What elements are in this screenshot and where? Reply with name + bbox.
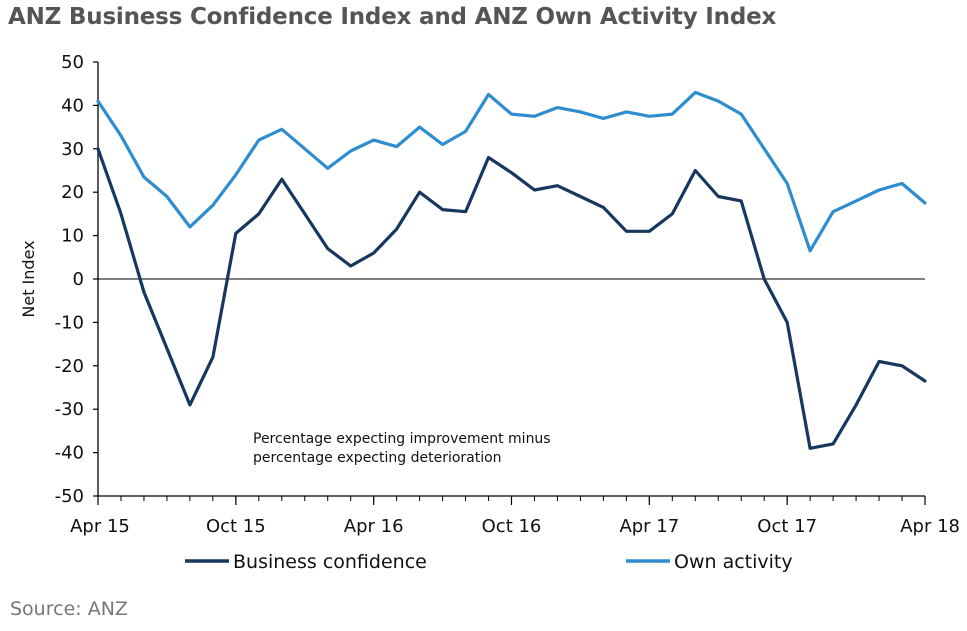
legend-label: Own activity [674,551,793,573]
x-tick-label: Oct 15 [206,516,266,537]
y-tick-label: 40 [61,95,84,116]
y-tick-label: -50 [55,486,84,507]
y-tick-label: -20 [55,356,84,377]
y-tick-label: -30 [55,399,84,420]
chart-title: ANZ Business Confidence Index and ANZ Ow… [8,4,777,30]
annotation-text: Percentage expecting improvement minus [253,431,551,447]
x-tick-label: Apr 18 [900,516,960,537]
annotation-text: percentage expecting deterioration [253,450,502,466]
y-tick-label: -10 [55,312,84,333]
x-tick-label: Apr 16 [344,516,404,537]
y-tick-label: 50 [61,52,84,73]
y-tick-label: 30 [61,139,84,160]
legend-label: Business confidence [233,551,427,573]
y-tick-label: -40 [55,443,84,464]
x-tick-label: Apr 17 [619,516,679,537]
x-tick-label: Oct 16 [482,516,542,537]
x-tick-label: Oct 17 [757,516,817,537]
x-tick-label: Apr 15 [70,516,130,537]
y-tick-label: 10 [61,226,84,247]
y-tick-label: 0 [73,269,84,290]
source-note: Source: ANZ [10,598,128,620]
y-tick-label: 20 [61,182,84,203]
y-axis-label: Net Index [19,240,38,317]
